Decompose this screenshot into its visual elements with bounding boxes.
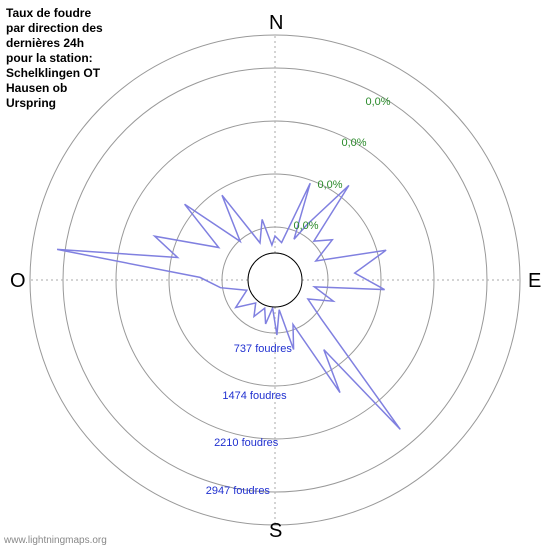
footer-credit: www.lightningmaps.org bbox=[4, 535, 107, 546]
ring-label: 0,0% bbox=[365, 96, 390, 108]
compass-s: S bbox=[269, 520, 282, 543]
ring-label: 0,0% bbox=[293, 220, 318, 232]
compass-w: O bbox=[10, 270, 26, 293]
ring-label: 0,0% bbox=[341, 137, 366, 149]
ring-label: 2947 foudres bbox=[206, 485, 270, 497]
ring-label: 0,0% bbox=[317, 179, 342, 191]
chart-container: Taux de foudre par direction des dernièr… bbox=[0, 0, 550, 550]
chart-title: Taux de foudre par direction des dernièr… bbox=[6, 6, 106, 111]
compass-n: N bbox=[269, 12, 283, 35]
ring-label: 737 foudres bbox=[234, 343, 292, 355]
ring-label: 1474 foudres bbox=[222, 390, 286, 402]
ring-label: 2210 foudres bbox=[214, 437, 278, 449]
compass-e: E bbox=[528, 270, 541, 293]
